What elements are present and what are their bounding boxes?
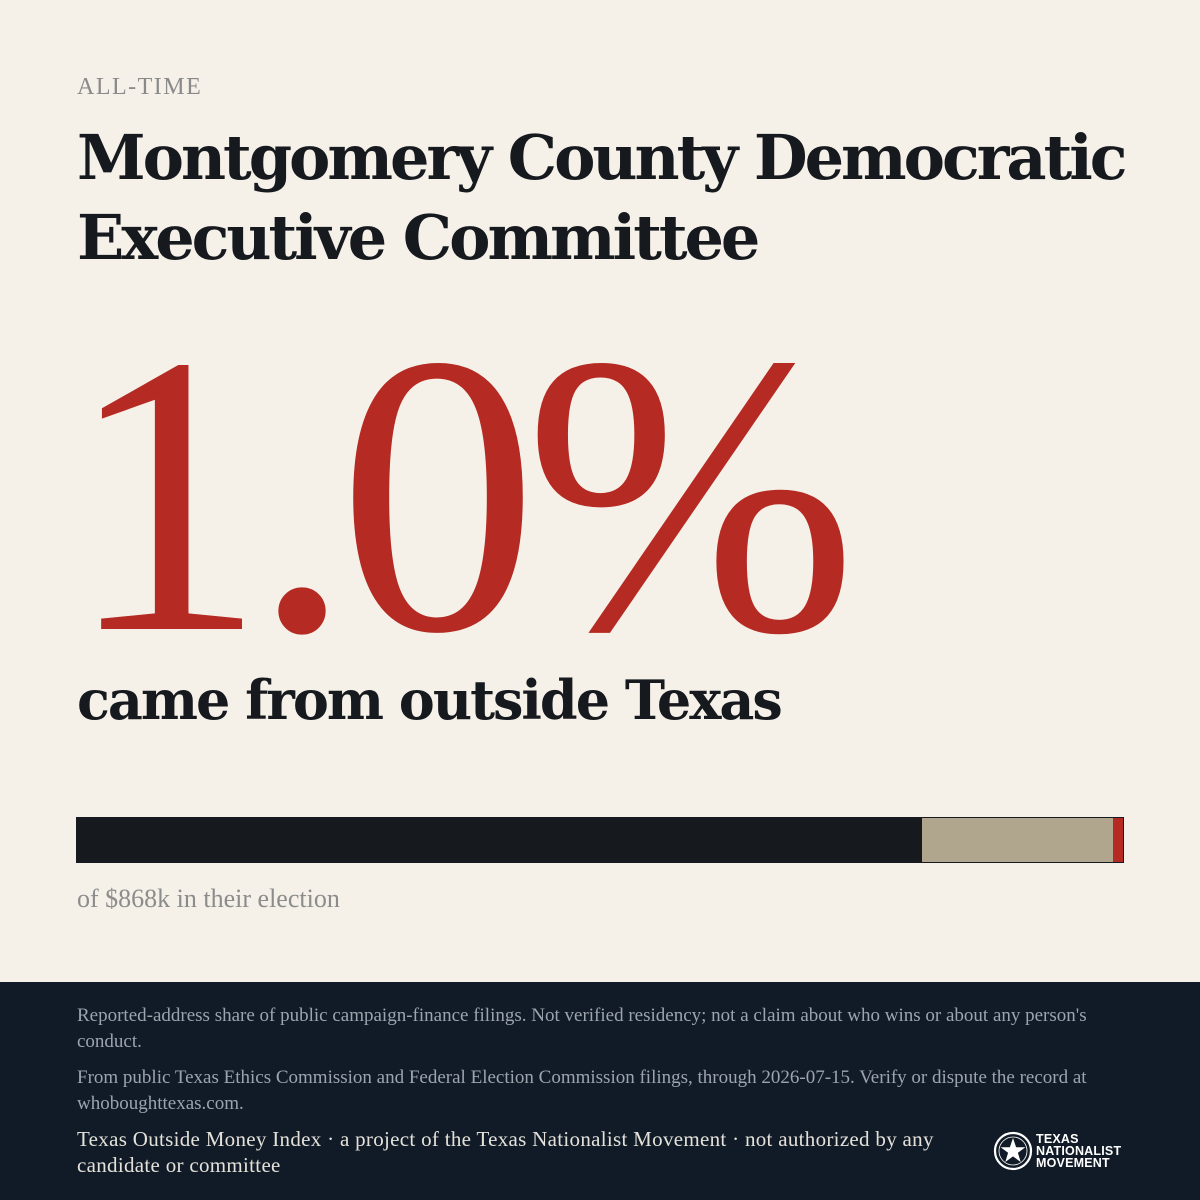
share-bar-unknown-segment	[922, 818, 1113, 862]
time-period-label: ALL-TIME	[77, 74, 203, 100]
outside-share-caption: came from outside Texas	[77, 668, 783, 732]
total-raised-line: of $868k in their election	[77, 884, 340, 913]
committee-title-line-1: Montgomery County Democratic	[77, 121, 1128, 194]
share-bar-in-state-segment	[77, 818, 923, 862]
tnm-logo-wordmark: TEXAS NATIONALIST MOVEMENT	[1036, 1132, 1122, 1170]
star-seal-icon	[993, 1131, 1033, 1171]
footer-credit: Texas Outside Money Index · a project of…	[77, 1127, 934, 1177]
committee-title: Montgomery County Democratic Executive C…	[77, 118, 1157, 278]
share-bar-outside-segment	[1112, 818, 1123, 862]
tnm-logo-line-2: NATIONALIST	[1036, 1144, 1122, 1158]
share-bar	[76, 817, 1124, 863]
footer-disclaimer: Reported-address share of public campaig…	[77, 1005, 1087, 1052]
tnm-logo: TEXAS NATIONALIST MOVEMENT	[993, 1131, 1121, 1171]
footer-source-note: From public Texas Ethics Commission and …	[77, 1067, 1087, 1114]
main-panel: ALL-TIME Montgomery County Democratic Ex…	[66, 74, 1157, 913]
tnm-logo-line-3: MOVEMENT	[1036, 1156, 1110, 1170]
committee-title-line-2: Executive Committee	[77, 201, 760, 274]
outside-share-percentage: 1.0%	[66, 273, 857, 716]
tnm-logo-line-1: TEXAS	[1036, 1132, 1079, 1146]
